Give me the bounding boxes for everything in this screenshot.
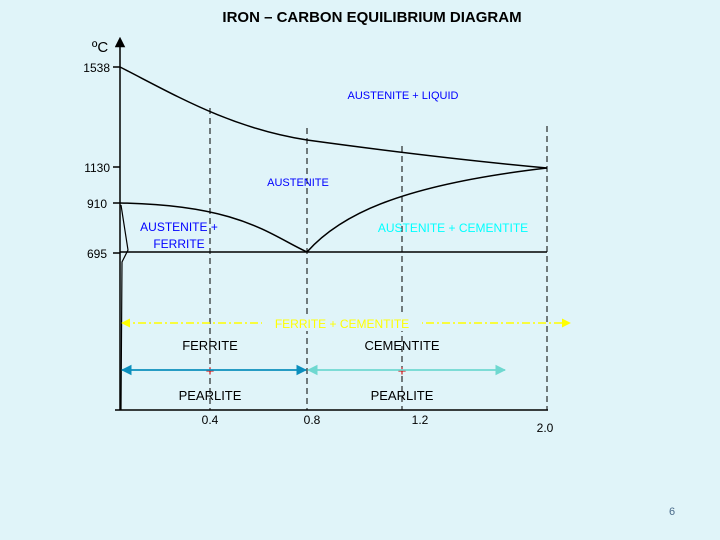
a3-line bbox=[119, 202, 308, 253]
diagram-title: IRON – CARBON EQUILIBRIUM DIAGRAM bbox=[222, 9, 521, 26]
left-microstructure-bottom: PEARLITE bbox=[179, 388, 242, 403]
region-austenite-cementite: AUSTENITE + CEMENTITE bbox=[378, 221, 528, 235]
ferrite-cementite-label-bg bbox=[262, 315, 422, 331]
x-tick-label: 2.0 bbox=[537, 421, 554, 435]
region-austenite: AUSTENITE bbox=[267, 177, 329, 189]
y-tick-label: 910 bbox=[87, 197, 107, 211]
y-tick-label: 1130 bbox=[84, 161, 110, 175]
y-axis-unit: ºC bbox=[92, 39, 108, 56]
x-tick-label: 0.8 bbox=[304, 413, 321, 427]
left-microstructure-plus: + bbox=[206, 363, 215, 380]
y-tick-label: 695 bbox=[87, 247, 107, 261]
region-austenite-ferrite-line2: FERRITE bbox=[153, 237, 204, 251]
right-microstructure-plus: + bbox=[398, 363, 407, 380]
right-microstructure-top: CEMENTITE bbox=[364, 338, 439, 353]
slide-number: 6 bbox=[668, 506, 676, 518]
left-microstructure-top: FERRITE bbox=[182, 338, 238, 353]
liquidus-curve bbox=[119, 66, 548, 169]
x-tick-label: 0.4 bbox=[202, 413, 219, 427]
acm-line bbox=[306, 167, 548, 253]
x-tick-label: 1.2 bbox=[412, 413, 429, 427]
region-austenite-ferrite-line1: AUSTENITE + bbox=[140, 220, 218, 234]
y-tick-label: 1538 bbox=[83, 61, 110, 75]
ferrite-boundary bbox=[120, 204, 129, 411]
right-microstructure-bottom: PEARLITE bbox=[371, 388, 434, 403]
region-ferrite-cementite: FERRITE + CEMENTITE bbox=[275, 317, 409, 331]
region-austenite-liquid: AUSTENITE + LIQUID bbox=[348, 90, 459, 102]
